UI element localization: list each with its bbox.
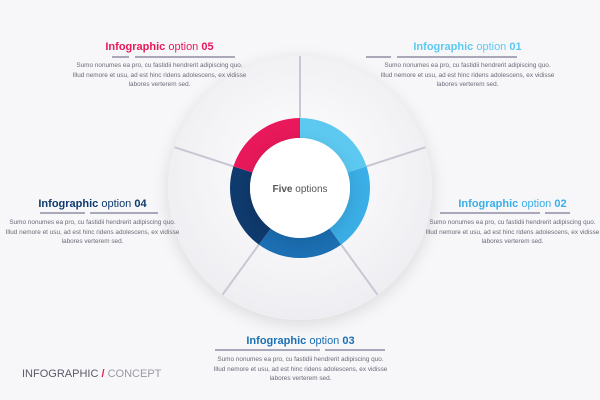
- center-label: Five options: [272, 184, 327, 195]
- divider: [440, 212, 540, 214]
- divider: [325, 349, 385, 351]
- segment-05: [233, 118, 300, 173]
- disc-divider: [174, 146, 234, 168]
- brand-label: INFOGRAPHIC / CONCEPT: [22, 368, 162, 380]
- segment-02: [329, 166, 370, 245]
- option-01: Infographic option 01 Sumo nonumes ea pr…: [380, 41, 555, 88]
- divider: [545, 212, 570, 214]
- segment-04: [230, 166, 271, 245]
- option-04: Infographic option 04 Sumo nonumes ea pr…: [5, 198, 180, 245]
- divider: [135, 56, 235, 58]
- disc-divider: [340, 244, 379, 296]
- divider: [112, 56, 129, 58]
- divider: [366, 56, 391, 58]
- option-03: Infographic option 03 Sumo nonumes ea pr…: [213, 335, 388, 382]
- center-circle: [250, 138, 350, 238]
- option-05: Infographic option 05 Sumo nonumes ea pr…: [72, 41, 247, 90]
- disc-divider: [366, 146, 426, 168]
- segment-03: [258, 228, 342, 258]
- option-body: Sumo nonumes ea pro, cu fastidii hendrer…: [72, 62, 247, 88]
- divider: [397, 56, 517, 58]
- option-02: Infographic option 02 Sumo nonumes ea pr…: [425, 198, 600, 245]
- option-title: Infographic option 05: [105, 41, 214, 53]
- segment-01: [300, 118, 367, 173]
- disc-divider: [221, 244, 260, 296]
- divider: [40, 212, 85, 214]
- divider: [215, 349, 320, 351]
- divider: [90, 212, 158, 214]
